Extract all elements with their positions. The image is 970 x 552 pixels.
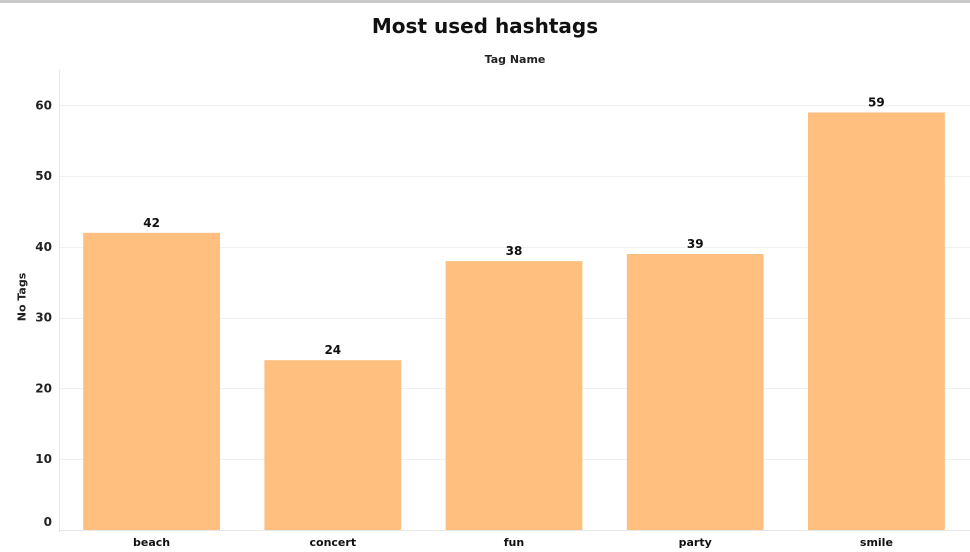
y-tick-label: 20: [35, 381, 52, 395]
bar-fun: [445, 261, 583, 530]
category-label-beach: beach: [133, 536, 170, 549]
column-header-label: Tag Name: [484, 53, 546, 66]
bar-party: [626, 254, 764, 530]
y-tick-label: 0: [44, 515, 52, 529]
category-label-smile: smile: [860, 536, 893, 549]
bars: [83, 112, 945, 531]
category-label-fun: fun: [504, 536, 524, 549]
chart-title: Most used hashtags: [371, 14, 599, 38]
data-label-beach: 42: [143, 216, 160, 230]
category-label-concert: concert: [310, 536, 357, 549]
data-label-party: 39: [687, 237, 704, 251]
bar-concert: [264, 360, 402, 530]
y-tick-label: 30: [35, 311, 52, 325]
y-tick-label: 40: [35, 240, 52, 254]
labels: 42 beach 24 concert 38 fun 39 party 59 smile: [133, 96, 893, 550]
bar-smile: [808, 112, 945, 530]
y-tick-label: 50: [35, 169, 52, 183]
top-border: [0, 0, 970, 3]
data-label-concert: 24: [324, 343, 341, 357]
category-label-party: party: [679, 536, 712, 549]
y-tick-label: 60: [35, 98, 52, 112]
data-label-smile: 59: [868, 96, 885, 110]
data-label-fun: 38: [506, 244, 523, 258]
bar-beach: [83, 232, 220, 531]
y-tick-label: 10: [35, 452, 52, 466]
axes: 0 10 20 30 40 50 60: [35, 70, 970, 532]
